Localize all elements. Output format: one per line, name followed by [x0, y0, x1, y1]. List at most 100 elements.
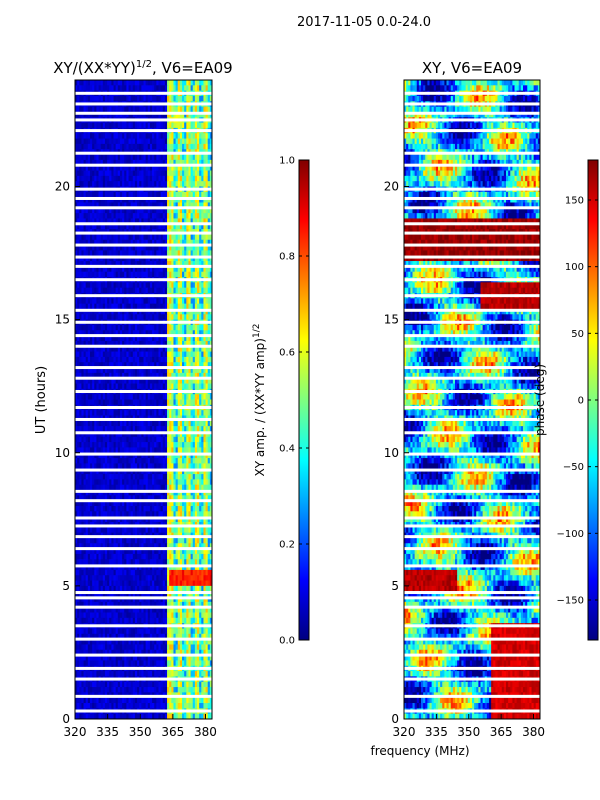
heatmap-cell	[167, 111, 170, 118]
heatmap-cell	[77, 250, 80, 257]
heatmap-cell	[77, 346, 80, 352]
heatmap-cell	[164, 399, 168, 406]
heatmap-cell	[130, 218, 134, 225]
heatmap-cell	[83, 468, 87, 475]
heatmap-cell	[203, 335, 206, 342]
heatmap-cell	[115, 165, 119, 171]
heatmap-cell	[205, 159, 209, 166]
heatmap-cell	[137, 154, 140, 161]
heatmap-cell	[201, 245, 204, 251]
heatmap-cell	[81, 80, 84, 86]
heatmap-cell	[109, 356, 112, 363]
heatmap-cell	[203, 175, 206, 182]
heatmap-cell	[173, 436, 177, 443]
heatmap-cell	[119, 261, 123, 267]
heatmap-cell	[156, 170, 159, 177]
heatmap-cell	[79, 207, 82, 214]
heatmap-cell	[188, 197, 191, 203]
heatmap-cell	[205, 122, 209, 129]
heatmap-cell	[122, 165, 125, 171]
heatmap-cell	[139, 346, 142, 352]
heatmap-cell	[169, 106, 172, 113]
heatmap-cell	[81, 303, 84, 310]
heatmap-cell	[179, 287, 183, 294]
heatmap-cell	[156, 213, 159, 219]
heatmap-cell	[94, 346, 97, 352]
heatmap-cell	[175, 490, 179, 496]
heatmap-cell	[186, 122, 189, 129]
heatmap-cell	[87, 442, 91, 448]
heatmap-cell	[111, 452, 114, 459]
heatmap-cell	[205, 191, 209, 198]
heatmap-cell	[139, 122, 142, 129]
heatmap-cell	[107, 367, 110, 374]
heatmap-cell	[160, 463, 164, 470]
heatmap-cell	[154, 367, 157, 374]
heatmap-cell	[154, 159, 157, 166]
heatmap-cell	[147, 447, 151, 454]
heatmap-cell	[190, 463, 194, 470]
heatmap-cell	[130, 181, 134, 187]
heatmap-cell	[117, 106, 121, 113]
heatmap-cell	[164, 356, 168, 363]
heatmap-cell	[192, 165, 196, 171]
heatmap-cell	[145, 356, 149, 363]
heatmap-cell	[177, 122, 181, 129]
heatmap-cell	[190, 367, 194, 374]
heatmap-cell	[122, 372, 125, 379]
heatmap-cell	[184, 463, 187, 470]
heatmap-cell	[192, 213, 196, 219]
heatmap-cell	[190, 133, 194, 139]
heatmap-cell	[188, 250, 191, 257]
heatmap-cell	[171, 170, 174, 177]
heatmap-cell	[177, 436, 181, 443]
heatmap-cell	[102, 340, 106, 347]
heatmap-cell	[81, 335, 84, 342]
heatmap-cell	[145, 298, 149, 305]
heatmap-cell	[124, 234, 127, 241]
heatmap-cell	[75, 181, 78, 187]
heatmap-cell	[197, 394, 200, 400]
heatmap-cell	[79, 383, 82, 390]
heatmap-cell	[87, 378, 91, 384]
heatmap-cell	[194, 399, 198, 406]
heatmap-cell	[199, 314, 202, 321]
heatmap-cell	[96, 245, 99, 251]
heatmap-cell	[79, 106, 82, 113]
heatmap-cell	[143, 303, 147, 310]
heatmap-cell	[158, 431, 162, 438]
heatmap-cell	[190, 447, 194, 454]
heatmap-cell	[83, 213, 87, 219]
heatmap-cell	[134, 324, 138, 331]
heatmap-cell	[130, 191, 134, 198]
heatmap-cell	[164, 159, 168, 166]
heatmap-cell	[149, 356, 153, 363]
heatmap-cell	[145, 452, 149, 459]
heatmap-cell	[117, 314, 121, 321]
heatmap-cell	[179, 458, 183, 464]
heatmap-cell	[179, 111, 183, 118]
heatmap-cell	[182, 436, 185, 443]
heatmap-cell	[158, 80, 162, 86]
heatmap-cell	[128, 335, 132, 342]
heatmap-cell	[128, 154, 132, 161]
heatmap-cell	[122, 431, 125, 438]
heatmap-cell	[83, 165, 87, 171]
heatmap-cell	[190, 335, 194, 342]
heatmap-cell	[179, 426, 183, 432]
heatmap-cell	[100, 426, 104, 432]
heatmap-cell	[102, 282, 106, 289]
heatmap-cell	[107, 314, 110, 321]
heatmap-cell	[130, 340, 134, 347]
heatmap-cell	[201, 394, 204, 400]
heatmap-cell	[107, 218, 110, 225]
heatmap-cell	[79, 165, 82, 171]
heatmap-cell	[188, 324, 191, 331]
heatmap-cell	[197, 255, 200, 262]
heatmap-cell	[167, 154, 170, 161]
heatmap-cell	[89, 197, 93, 203]
heatmap-cell	[126, 191, 129, 198]
heatmap-cell	[124, 362, 127, 368]
heatmap-cell	[115, 239, 119, 246]
heatmap-cell	[162, 80, 166, 86]
